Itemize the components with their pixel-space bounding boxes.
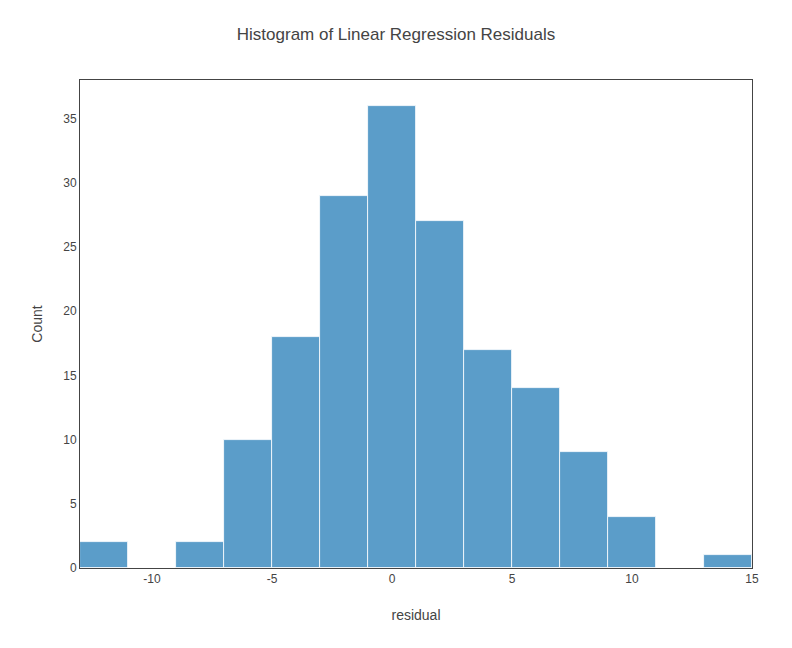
svg-text:0: 0 — [389, 572, 396, 586]
svg-text:10: 10 — [63, 433, 77, 447]
svg-text:15: 15 — [745, 572, 759, 586]
svg-text:residual: residual — [391, 607, 440, 623]
svg-text:0: 0 — [70, 561, 77, 575]
svg-text:35: 35 — [63, 112, 77, 126]
svg-text:10: 10 — [625, 572, 639, 586]
svg-text:5: 5 — [70, 497, 77, 511]
svg-text:5: 5 — [509, 572, 516, 586]
svg-text:20: 20 — [63, 304, 77, 318]
svg-text:-10: -10 — [143, 572, 161, 586]
svg-text:Histogram of Linear Regression: Histogram of Linear Regression Residuals — [237, 25, 555, 44]
svg-text:-5: -5 — [267, 572, 278, 586]
svg-text:30: 30 — [63, 176, 77, 190]
svg-text:Count: Count — [29, 305, 45, 342]
svg-text:15: 15 — [63, 369, 77, 383]
svg-text:25: 25 — [63, 240, 77, 254]
